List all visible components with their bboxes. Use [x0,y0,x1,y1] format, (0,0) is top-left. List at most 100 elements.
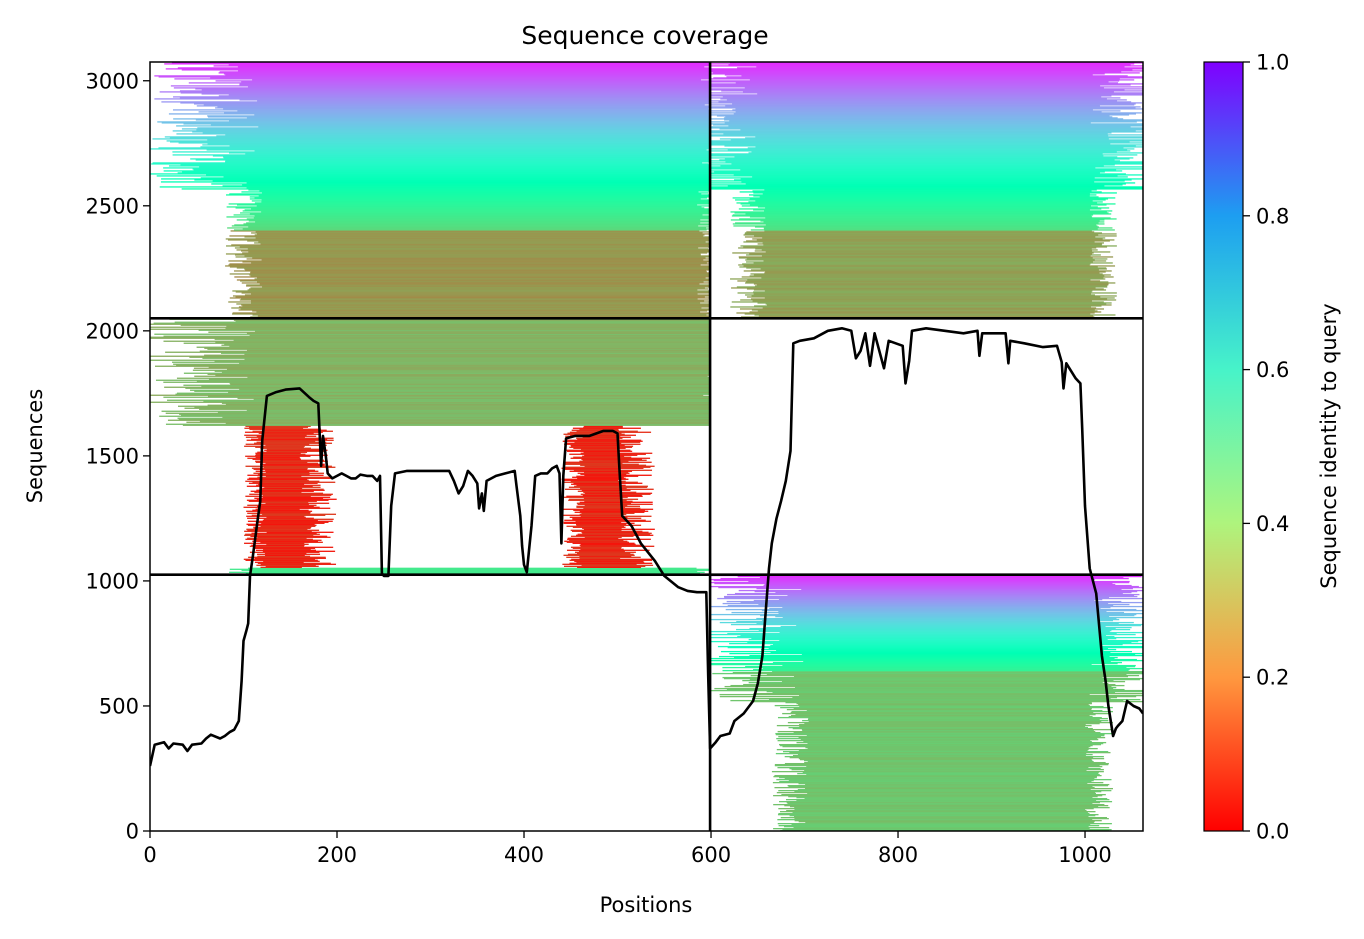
colorbar-tick-label: 0.2 [1256,666,1289,690]
heatmap-row [237,110,711,112]
heatmap-row [577,490,620,492]
heatmap-row [771,770,1104,773]
heatmap-row [261,199,711,201]
heatmap-row [729,120,1143,122]
heatmap-row [710,141,1130,143]
heatmap-row [764,297,1115,299]
heatmap-row [231,225,699,227]
heatmap-row [788,785,1093,788]
heatmap-row [753,274,1111,276]
heatmap-row [780,706,1113,709]
heatmap-row [751,295,1117,297]
heatmap-row [755,146,1143,148]
heatmap-row [770,644,1103,647]
heatmap-row [178,142,711,144]
heatmap-row [739,266,1098,268]
heatmap-row [710,613,1137,616]
heatmap-row [725,161,1143,163]
heatmap-row [207,404,711,406]
heatmap-row [714,582,1113,585]
heatmap-row [208,331,711,333]
heatmap-row [710,605,1143,608]
heatmap-row [764,210,1113,212]
heatmap-row [252,540,319,542]
heatmap-row [249,545,305,547]
heatmap-row [266,543,309,545]
heatmap-row [261,192,709,194]
heatmap-row [258,241,706,243]
heatmap-row [713,579,1093,582]
heatmap-row [569,431,652,433]
heatmap-row [563,522,635,524]
heatmap-row [786,801,1100,804]
heatmap-row [746,231,1095,233]
heatmap-row [150,355,711,357]
heatmap-row [239,99,711,101]
heatmap-row [579,428,619,430]
heatmap-row [254,497,324,499]
heatmap-row [234,224,711,226]
heatmap-row [753,668,1130,671]
heatmap-row [773,775,1097,778]
heatmap-row [245,495,311,497]
heatmap-row [757,243,1103,245]
heatmap-row [738,264,1090,266]
heatmap-row [750,298,1108,300]
heatmap-row [578,550,625,552]
heatmap-row [710,155,1104,157]
heatmap-row [241,282,711,284]
heatmap-row [718,586,1143,589]
heatmap-row [777,813,1099,816]
heatmap-row [564,443,641,445]
heatmap-row [232,295,711,297]
heatmap-row [584,504,628,506]
heatmap-row [265,471,310,473]
heatmap-row [778,812,1090,815]
heatmap-row [750,674,1140,677]
heatmap-row [562,440,643,442]
heatmap-row [759,682,1109,685]
heatmap-row [775,752,1087,755]
heatmap-row [720,650,1132,653]
heatmap-row [710,80,1120,82]
heatmap-row [257,476,332,478]
heatmap-row [710,630,1110,633]
heatmap-row [240,308,710,310]
heatmap-row [725,105,1100,107]
heatmap-row [710,657,1115,660]
heatmap-row [183,372,711,374]
heatmap-row [566,556,641,558]
heatmap-row [150,401,711,403]
heatmap-row [259,501,309,503]
heatmap-row [183,123,711,125]
heatmap-row [765,251,1111,253]
heatmap-row [710,135,1109,137]
colorbar-ticks: 0.0 0.2 0.4 0.6 0.8 1.0 [1243,51,1289,844]
heatmap-row [248,220,711,222]
heatmap-row [206,174,711,176]
heatmap-row [747,641,1132,644]
heatmap-row [253,472,325,474]
heatmap-row [745,294,1095,296]
heatmap-row [722,602,1109,605]
heatmap-row [163,396,711,398]
heatmap-row [710,172,1100,174]
heatmap-row [793,675,1129,678]
heatmap-row [799,723,1086,726]
heatmap-row [248,226,711,228]
heatmap-row [710,175,1118,177]
heatmap-row [738,208,1102,210]
heatmap-row [784,777,1095,780]
heatmap-row [780,816,1108,819]
heatmap-row [751,151,1117,153]
heatmap-row [180,92,711,94]
heatmap-row [710,640,1139,643]
heatmap-row [255,456,300,458]
heatmap-row [222,185,711,187]
heatmap-row [723,677,1143,680]
heatmap-row [225,160,711,162]
heatmap-row [572,517,642,519]
y-tick-label: 1500 [86,444,139,468]
heatmap-row [198,111,711,113]
heatmap-row [222,416,711,418]
